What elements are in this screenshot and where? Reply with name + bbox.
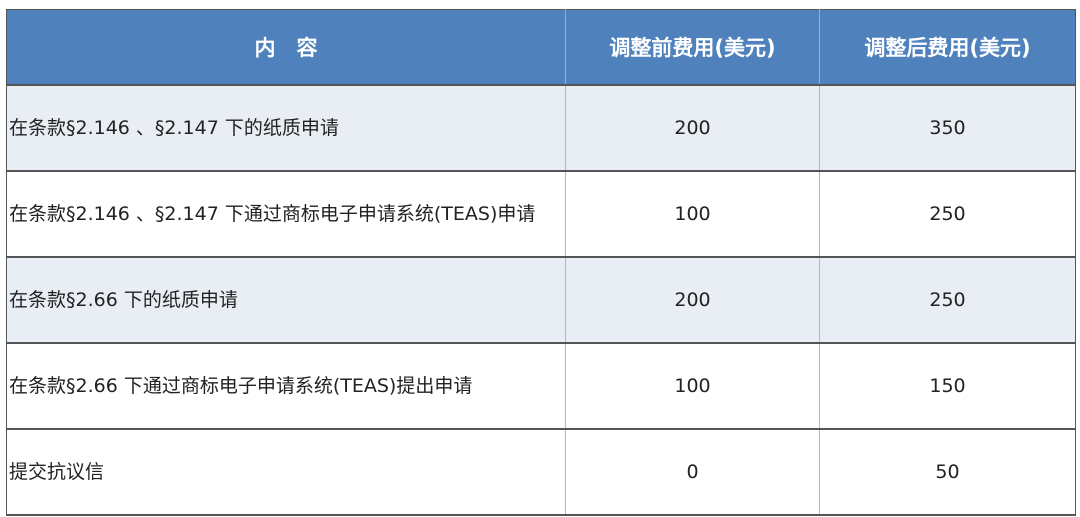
cell-content: 在条款§2.146 、§2.147 下通过商标电子申请系统(TEAS)申请	[6, 171, 566, 258]
cell-fee-after: 250	[819, 171, 1076, 258]
cell-fee-before: 100	[565, 343, 820, 430]
cell-content: 在条款§2.66 下通过商标电子申请系统(TEAS)提出申请	[6, 343, 566, 430]
table-row: 在条款§2.66 下通过商标电子申请系统(TEAS)提出申请 100 150	[6, 343, 1076, 430]
cell-fee-after: 350	[819, 85, 1076, 172]
table-row: 提交抗议信 0 50	[6, 429, 1076, 516]
header-content: 内 容	[6, 9, 566, 86]
cell-fee-before: 200	[565, 257, 820, 344]
cell-fee-before: 0	[565, 429, 820, 516]
fee-table: 内 容 调整前费用(美元) 调整后费用(美元) 在条款§2.146 、§2.14…	[6, 9, 1076, 516]
header-fee-after: 调整后费用(美元)	[819, 9, 1076, 86]
header-row: 内 容 调整前费用(美元) 调整后费用(美元)	[6, 9, 1076, 86]
cell-fee-after: 50	[819, 429, 1076, 516]
cell-fee-before: 200	[565, 85, 820, 172]
cell-fee-after: 150	[819, 343, 1076, 430]
table-row: 在条款§2.66 下的纸质申请 200 250	[6, 257, 1076, 344]
cell-content: 提交抗议信	[6, 429, 566, 516]
cell-content: 在条款§2.66 下的纸质申请	[6, 257, 566, 344]
table-row: 在条款§2.146 、§2.147 下的纸质申请 200 350	[6, 85, 1076, 172]
header-fee-before: 调整前费用(美元)	[565, 9, 820, 86]
cell-content: 在条款§2.146 、§2.147 下的纸质申请	[6, 85, 566, 172]
table-row: 在条款§2.146 、§2.147 下通过商标电子申请系统(TEAS)申请 10…	[6, 171, 1076, 258]
cell-fee-before: 100	[565, 171, 820, 258]
cell-fee-after: 250	[819, 257, 1076, 344]
